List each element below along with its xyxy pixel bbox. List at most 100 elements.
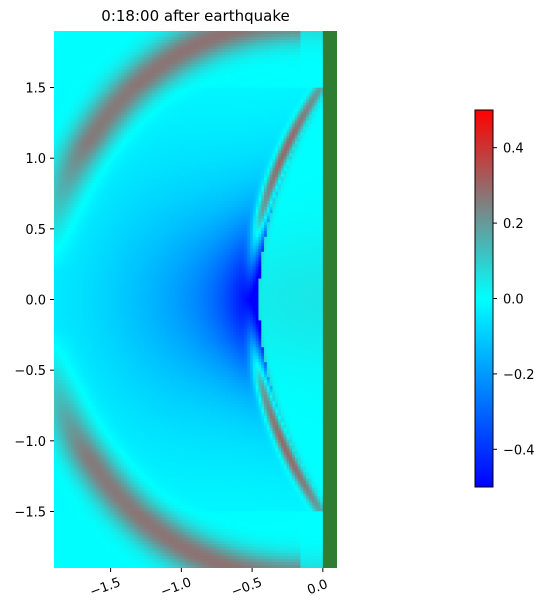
heatmap-cell <box>185 242 190 247</box>
heatmap-cell <box>269 218 274 223</box>
heatmap-cell <box>230 204 234 208</box>
heatmap-cell <box>70 251 75 256</box>
heatmap-cell <box>126 87 131 92</box>
heatmap-cell <box>110 90 114 95</box>
heatmap-cell <box>76 150 80 154</box>
heatmap-cell <box>236 230 240 235</box>
heatmap-cell <box>124 102 128 107</box>
heatmap-cell <box>236 224 240 229</box>
heatmap-cell <box>196 192 204 196</box>
heatmap-cell <box>283 138 288 142</box>
heatmap-cell <box>104 153 108 157</box>
heatmap-cell <box>112 63 117 68</box>
heatmap-cell <box>264 108 282 113</box>
heatmap-cell <box>110 204 114 208</box>
heatmap-cell <box>283 186 288 190</box>
heatmap-cell <box>62 138 66 142</box>
heatmap-cell <box>250 230 254 235</box>
heatmap-cell <box>297 48 302 53</box>
heatmap-cell <box>308 96 313 101</box>
heatmap-cell <box>115 177 120 181</box>
heatmap-cell <box>171 207 176 211</box>
heatmap-cell <box>264 215 268 220</box>
heatmap-cell <box>93 84 97 89</box>
heatmap-cell <box>202 215 206 220</box>
heatmap-cell <box>65 230 69 235</box>
heatmap-cell <box>269 87 293 92</box>
heatmap-cell <box>205 242 209 247</box>
heatmap-cell <box>303 93 307 98</box>
heatmap-cell <box>205 36 218 41</box>
heatmap-cell <box>238 168 246 172</box>
heatmap-cell <box>264 150 268 154</box>
heatmap-cell <box>230 192 234 196</box>
heatmap-cell <box>177 251 181 256</box>
heatmap-cell <box>272 147 276 151</box>
heatmap-cell <box>101 227 106 232</box>
heatmap-cell <box>182 36 187 41</box>
heatmap-cell <box>70 201 75 205</box>
heatmap-cell <box>98 242 103 247</box>
heatmap-cell <box>152 165 159 169</box>
heatmap-cell <box>174 207 178 211</box>
heatmap-cell <box>261 207 265 211</box>
heatmap-cell <box>152 93 156 98</box>
heatmap-cell <box>294 111 299 116</box>
heatmap-cell <box>278 147 282 151</box>
heatmap-cell <box>216 183 223 187</box>
heatmap-cell <box>216 236 220 241</box>
heatmap-cell <box>208 31 212 35</box>
heatmap-cell <box>216 198 220 202</box>
heatmap-cell <box>166 144 181 148</box>
heatmap-cell <box>76 132 80 137</box>
heatmap-cell <box>264 201 268 205</box>
heatmap-cell <box>154 57 159 62</box>
heatmap-cell <box>112 78 117 83</box>
heatmap-cell <box>241 207 246 211</box>
heatmap-cell <box>205 171 215 175</box>
heatmap-cell <box>65 224 69 229</box>
heatmap-cell <box>79 171 83 175</box>
heatmap-cell <box>143 51 148 56</box>
heatmap-cell <box>121 153 125 157</box>
heatmap-cell <box>205 204 209 208</box>
heatmap-cell <box>278 150 282 154</box>
heatmap-cell <box>96 171 100 175</box>
heatmap-cell <box>238 171 246 175</box>
heatmap-cell <box>124 248 128 253</box>
heatmap-cell <box>182 96 187 101</box>
heatmap-cell <box>244 251 248 256</box>
heatmap-cell <box>110 212 114 217</box>
heatmap-cell <box>135 254 139 259</box>
heatmap-cell <box>54 221 58 226</box>
heatmap-cell <box>230 230 234 235</box>
heatmap-cell <box>227 36 232 41</box>
heatmap-cell <box>138 239 142 244</box>
heatmap-cell <box>180 93 184 98</box>
heatmap-cell <box>297 108 302 113</box>
heatmap-cell <box>76 207 80 211</box>
heatmap-cell <box>132 144 136 148</box>
heatmap-cell <box>264 159 268 163</box>
heatmap-cell <box>252 51 257 56</box>
heatmap-cell <box>76 239 80 244</box>
heatmap-cell <box>149 210 153 214</box>
heatmap-cell <box>98 78 103 83</box>
heatmap-cell <box>194 171 206 175</box>
heatmap-cell <box>199 33 204 38</box>
heatmap-cell <box>143 204 148 208</box>
heatmap-cell <box>300 218 321 223</box>
heatmap-cell <box>73 135 77 139</box>
heatmap-cell <box>115 245 120 250</box>
heatmap-cell <box>93 239 97 244</box>
heatmap-cell <box>93 96 97 101</box>
heatmap-cell <box>238 36 243 41</box>
heatmap-cell <box>280 210 285 214</box>
heatmap-cell <box>129 120 134 125</box>
heatmap-cell <box>163 251 167 256</box>
heatmap-cell <box>143 117 148 122</box>
heatmap-cell <box>87 207 92 211</box>
heatmap-cell <box>230 33 234 38</box>
heatmap-cell <box>138 114 142 119</box>
heatmap-cell <box>216 33 223 38</box>
